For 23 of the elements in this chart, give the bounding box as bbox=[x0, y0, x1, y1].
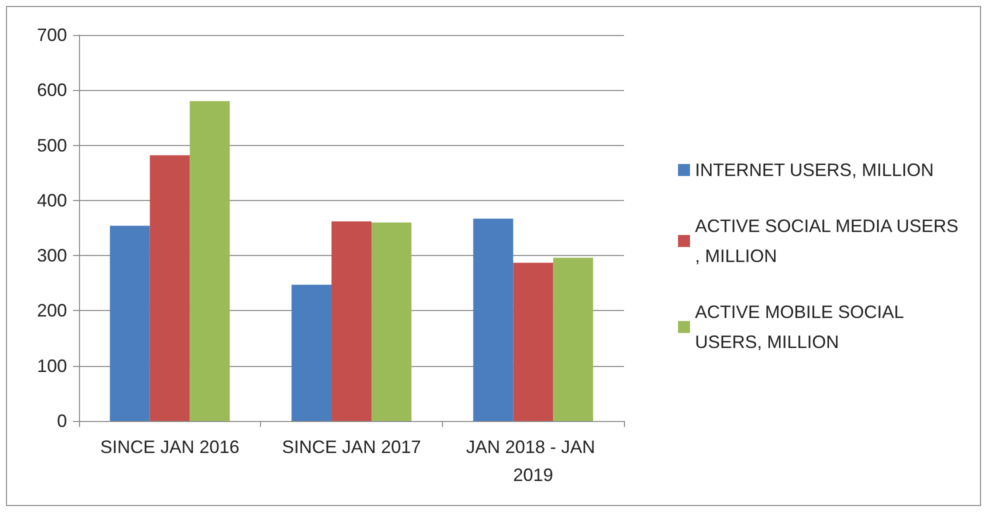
bar bbox=[553, 258, 594, 421]
y-tick-label: 200 bbox=[36, 300, 67, 321]
y-tick-label: 700 bbox=[36, 25, 67, 45]
bar bbox=[292, 284, 332, 421]
bar bbox=[513, 262, 554, 421]
x-tick-label: JAN 2018 - JAN 2019 bbox=[466, 437, 600, 485]
y-tick-label: 100 bbox=[36, 356, 67, 376]
bar bbox=[332, 221, 372, 421]
bar bbox=[110, 226, 150, 421]
y-tick-label: 300 bbox=[36, 246, 67, 266]
legend-label: INTERNET USERS, MILLION bbox=[695, 160, 934, 180]
bar bbox=[473, 218, 514, 421]
bar bbox=[371, 222, 412, 421]
y-tick-label: 500 bbox=[36, 135, 67, 156]
y-tick-label: 600 bbox=[36, 80, 67, 100]
bar bbox=[190, 101, 230, 421]
x-tick-label: SINCE JAN 2017 bbox=[282, 437, 422, 457]
legend-label: ACTIVE SOCIAL MEDIA USERS, MILLION bbox=[695, 216, 958, 266]
legend-label: ACTIVE MOBILE SOCIAL USERS, MILLION bbox=[695, 302, 908, 352]
bar bbox=[150, 155, 190, 421]
y-tick-label: 0 bbox=[56, 411, 67, 431]
y-tick-label: 400 bbox=[36, 190, 67, 210]
x-tick-label: SINCE JAN 2016 bbox=[100, 437, 240, 457]
